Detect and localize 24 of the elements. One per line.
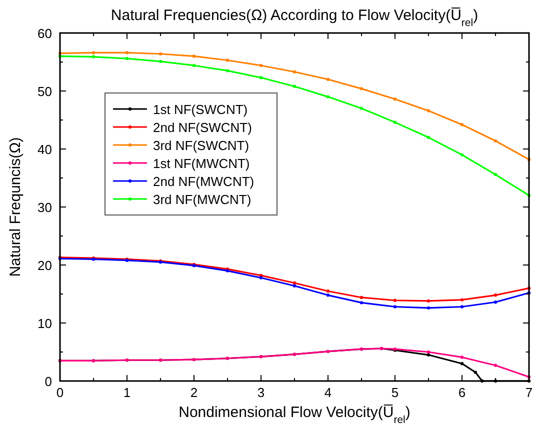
y-tick-label: 60 [38,26,52,41]
x-tick-label: 2 [190,385,198,400]
y-tick-label: 20 [38,258,52,273]
y-tick-label: 50 [38,84,52,99]
y-tick-label: 30 [38,200,52,215]
legend-label: 1st NF(SWCNT) [153,102,248,117]
x-tick-label: 6 [458,385,466,400]
x-tick-label: 7 [525,385,533,400]
x-tick-label: 5 [391,385,399,400]
legend-label: 3rd NF(SWCNT) [153,138,250,153]
x-tick-label: 4 [324,385,332,400]
x-tick-label: 3 [257,385,265,400]
y-tick-label: 40 [38,142,52,157]
y-tick-label: 0 [44,374,52,389]
chart-title: Natural Frequencies(Ω) According to Flow Velocity(U̅$_{rel}$) [110,7,478,29]
x-axis-title: Nondimensional Flow Velocity(U̅$_{rel}$) [178,404,410,425]
y-axis-title: Natural Frequncis(Ω) [7,137,24,277]
legend-label: 2nd NF(SWCNT) [153,120,252,135]
legend-label: 1st NF(MWCNT) [153,156,250,171]
legend-label: 3rd NF(MWCNT) [153,192,252,207]
x-tick-label: 0 [56,385,64,400]
x-tick-label: 1 [123,385,131,400]
legend-label: 2nd NF(MWCNT) [153,174,254,189]
y-tick-label: 10 [38,316,52,331]
